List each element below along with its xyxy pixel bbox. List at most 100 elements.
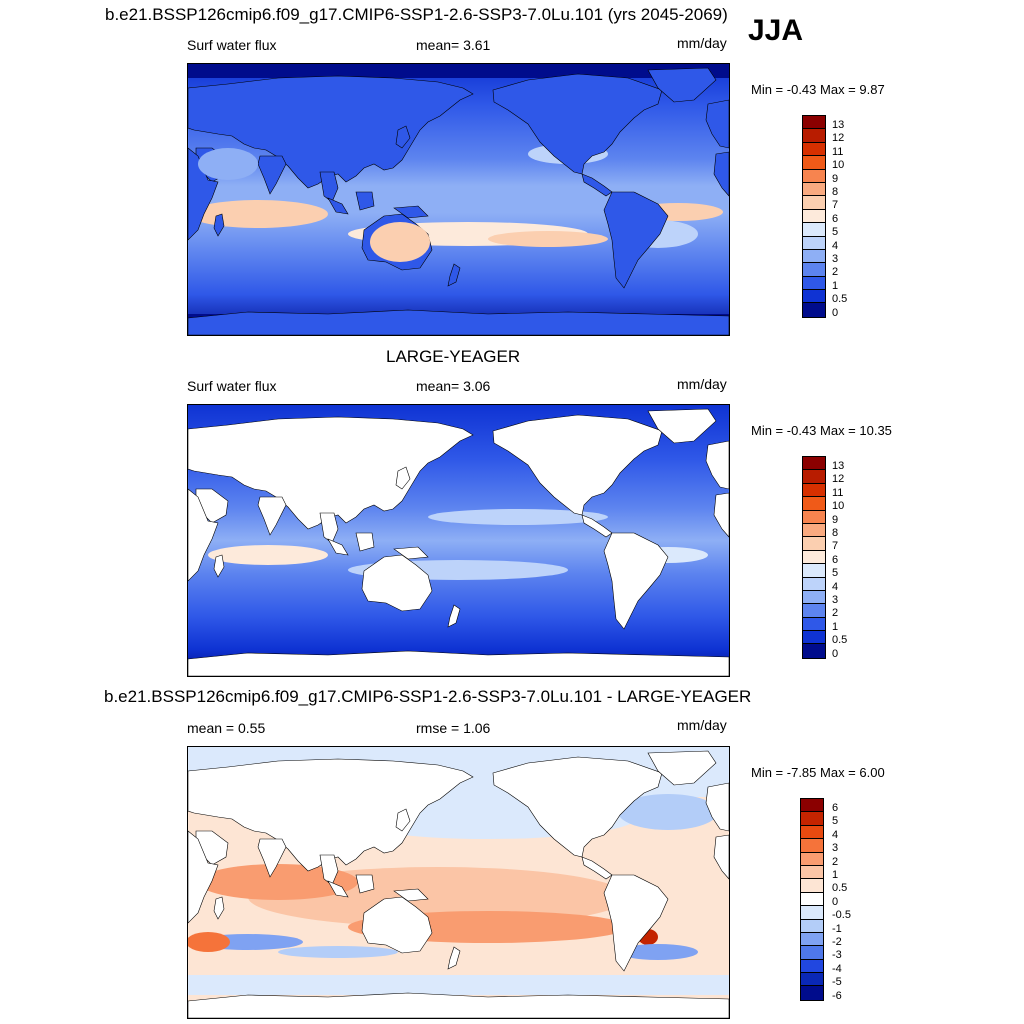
panel3-diff-region bbox=[278, 946, 398, 958]
colorbar-swatch bbox=[803, 236, 825, 250]
colorbar-swatch bbox=[801, 946, 823, 960]
colorbar-swatch bbox=[803, 470, 825, 484]
run-title: b.e21.BSSP126cmip6.f09_g17.CMIP6-SSP1-2.… bbox=[105, 5, 728, 24]
colorbar-swatch bbox=[803, 483, 825, 498]
colorbar-tick-label: 0 bbox=[832, 895, 839, 908]
panel1-australia-field bbox=[370, 222, 430, 262]
panel3-colorbar bbox=[800, 798, 824, 1001]
colorbar-swatch bbox=[803, 457, 825, 471]
colorbar-tick-label: 9 bbox=[832, 172, 839, 185]
panel2-subtropical-anomaly bbox=[428, 509, 608, 525]
panel2-units: mm/day bbox=[677, 376, 727, 392]
panel1-variable: Surf water flux bbox=[187, 37, 277, 53]
panel2-dataset-title: LARGE-YEAGER bbox=[386, 347, 521, 366]
colorbar-swatch bbox=[803, 631, 825, 645]
colorbar-tick-label: 3 bbox=[832, 253, 839, 265]
colorbar-swatch bbox=[803, 263, 825, 277]
colorbar-swatch bbox=[801, 865, 823, 880]
colorbar-tick-label: 1 bbox=[832, 620, 839, 633]
colorbar-tick-label: 5 bbox=[832, 815, 839, 828]
colorbar-tick-label: -5 bbox=[832, 976, 842, 989]
panel1-arabia-field bbox=[198, 148, 258, 180]
colorbar-tick-label: 0 bbox=[832, 306, 839, 319]
colorbar-tick-label: 3 bbox=[832, 594, 839, 606]
panel3-diff-region bbox=[188, 975, 729, 995]
colorbar-swatch bbox=[803, 290, 825, 304]
panel1-units: mm/day bbox=[677, 35, 727, 51]
colorbar-tick-label: 11 bbox=[832, 486, 844, 499]
colorbar-tick-label: 4 bbox=[832, 828, 839, 841]
colorbar-tick-label: 5 bbox=[832, 226, 839, 239]
colorbar-swatch bbox=[803, 223, 825, 237]
colorbar-tick-label: -1 bbox=[832, 922, 842, 935]
colorbar-tick-label: 1 bbox=[832, 279, 839, 292]
colorbar-swatch bbox=[801, 973, 823, 987]
panel2-colorbar bbox=[802, 456, 826, 659]
colorbar-swatch bbox=[803, 550, 825, 565]
colorbar-tick-label: 2 bbox=[832, 607, 839, 620]
colorbar-swatch bbox=[803, 577, 825, 591]
colorbar-swatch bbox=[801, 812, 823, 826]
panel3-diff-region bbox=[618, 794, 718, 830]
colorbar-swatch bbox=[803, 116, 825, 130]
colorbar-tick-label: 10 bbox=[832, 159, 845, 172]
colorbar-swatch bbox=[801, 799, 823, 813]
panel2-subtropical-anomaly bbox=[208, 545, 328, 565]
colorbar-tick-label: 13 bbox=[832, 119, 845, 131]
colorbar-swatch bbox=[803, 182, 825, 197]
panel2-variable: Surf water flux bbox=[187, 378, 277, 394]
colorbar-swatch bbox=[803, 276, 825, 291]
colorbar-swatch bbox=[803, 142, 825, 157]
colorbar-tick-label: 8 bbox=[832, 186, 839, 198]
colorbar-tick-label: 0.5 bbox=[832, 882, 848, 895]
panel3-units: mm/day bbox=[677, 717, 727, 733]
panel1-map bbox=[187, 63, 730, 336]
panel1-arctic-band bbox=[188, 64, 729, 78]
colorbar-tick-label: -3 bbox=[832, 949, 842, 962]
colorbar-swatch bbox=[801, 932, 823, 947]
colorbar-swatch bbox=[801, 919, 823, 933]
colorbar-tick-label: -6 bbox=[832, 989, 842, 1002]
colorbar-tick-label: 3 bbox=[832, 842, 839, 855]
colorbar-swatch bbox=[803, 510, 825, 524]
colorbar-swatch bbox=[803, 644, 825, 658]
colorbar-tick-label: 6 bbox=[832, 212, 839, 225]
colorbar-swatch bbox=[803, 156, 825, 170]
colorbar-tick-label: 9 bbox=[832, 513, 839, 526]
colorbar-tick-label: 5 bbox=[832, 567, 839, 580]
panel1-colorbar bbox=[802, 115, 826, 318]
colorbar-tick-label: 7 bbox=[832, 199, 839, 212]
colorbar-swatch bbox=[801, 825, 823, 840]
panel1-mean: mean= 3.61 bbox=[416, 37, 491, 53]
colorbar-tick-label: 10 bbox=[832, 500, 845, 513]
colorbar-swatch bbox=[803, 249, 825, 264]
colorbar-tick-label: 6 bbox=[832, 802, 839, 814]
colorbar-swatch bbox=[803, 196, 825, 210]
panel2-minmax: Min = -0.43 Max = 10.35 bbox=[751, 423, 892, 438]
colorbar-tick-label: -0.5 bbox=[832, 909, 851, 922]
panel1-minmax: Min = -0.43 Max = 9.87 bbox=[751, 82, 885, 97]
colorbar-tick-label: -2 bbox=[832, 936, 842, 948]
colorbar-tick-label: 0.5 bbox=[832, 293, 848, 306]
colorbar-tick-label: 11 bbox=[832, 145, 844, 158]
colorbar-swatch bbox=[801, 906, 823, 920]
colorbar-swatch bbox=[803, 303, 825, 317]
panel1-subtropical-anomaly bbox=[488, 231, 608, 247]
colorbar-swatch bbox=[803, 169, 825, 183]
colorbar-swatch bbox=[803, 497, 825, 511]
panel3-diff-title: b.e21.BSSP126cmip6.f09_g17.CMIP6-SSP1-2.… bbox=[104, 687, 752, 706]
colorbar-swatch bbox=[803, 523, 825, 538]
colorbar-swatch bbox=[803, 209, 825, 224]
colorbar-tick-label: -4 bbox=[832, 962, 842, 975]
panel3-rmse: rmse = 1.06 bbox=[416, 720, 491, 736]
colorbar-swatch bbox=[801, 986, 823, 1000]
panel3-diff-region bbox=[618, 944, 698, 960]
colorbar-tick-label: 6 bbox=[832, 553, 839, 566]
colorbar-tick-label: 8 bbox=[832, 527, 839, 539]
colorbar-tick-label: 2 bbox=[832, 855, 839, 868]
colorbar-swatch bbox=[803, 537, 825, 551]
colorbar-swatch bbox=[803, 590, 825, 605]
colorbar-tick-label: 7 bbox=[832, 540, 839, 553]
colorbar-tick-label: 2 bbox=[832, 266, 839, 279]
colorbar-swatch bbox=[801, 852, 823, 866]
